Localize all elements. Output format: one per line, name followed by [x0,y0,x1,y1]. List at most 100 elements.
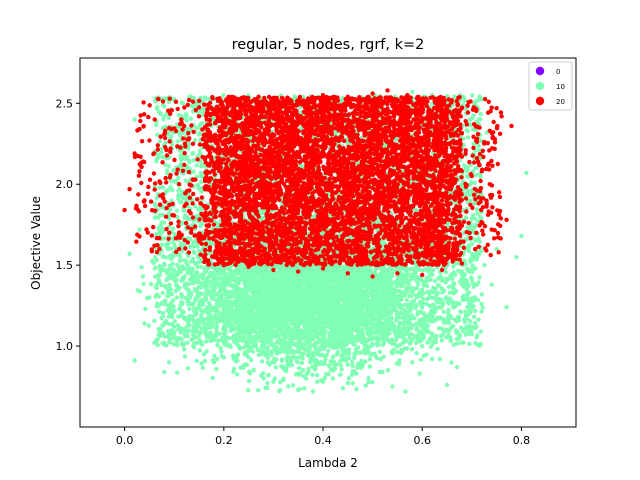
scatter-point [156,332,161,337]
scatter-point [472,180,477,186]
scatter-point [478,97,484,102]
scatter-point [479,309,484,314]
scatter-point [421,291,426,296]
scatter-point [467,341,472,347]
scatter-point [179,309,185,315]
scatter-point [464,128,469,133]
scatter-point [143,306,148,312]
scatter-point [273,365,278,370]
scatter-point [299,360,305,366]
scatter-point [465,188,471,194]
scatter-point [265,380,270,386]
scatter-point [473,238,478,243]
scatter-point [215,331,220,337]
scatter-point [473,308,478,314]
scatter-point [297,365,302,371]
scatter-point [157,185,162,190]
scatter-point [478,329,483,334]
chart-title: regular, 5 nodes, rgrf, k=2 [232,37,425,53]
scatter-point [339,367,344,372]
scatter-point [157,279,162,285]
scatter-point [354,387,359,392]
scatter-point [190,281,196,286]
scatter-point [421,311,426,316]
scatter-point [215,342,220,348]
scatter-point [148,282,154,287]
scatter-point [419,305,425,310]
scatter-point [163,140,168,145]
scatter-point [300,356,305,361]
scatter-point [475,297,480,303]
scatter-point [418,357,424,362]
scatter-point [231,366,237,371]
scatter-point [141,281,146,287]
scatter-point [367,357,373,362]
scatter-point [478,111,483,117]
scatter-point [354,371,359,376]
scatter-point [154,196,159,201]
scatter-point [260,371,266,376]
scatter-point [441,309,446,314]
scatter-point [194,358,199,364]
scatter-point [277,389,282,394]
scatter-point [188,116,193,121]
scatter-point [350,359,355,365]
scatter-point [314,373,320,378]
scatter-point [404,297,410,303]
scatter-point [435,346,440,352]
scatter-point [367,364,373,369]
scatter-point [324,352,329,358]
scatter-point [216,338,221,343]
scatter-point [460,328,465,334]
scatter-point [465,135,471,140]
scatter-point [346,376,352,381]
scatter-point [146,323,151,328]
scatter-point [473,172,479,178]
scatter-point [160,331,165,336]
scatter-point [315,379,320,385]
scatter-point [210,375,215,380]
scatter-point [152,318,157,323]
scatter-point [192,286,198,292]
scatter-point [256,388,261,393]
plot-area [122,88,529,394]
scatter-point [468,310,473,315]
scatter-point [159,316,164,321]
scatter-point [193,312,198,317]
scatter-point [168,340,173,345]
scatter-point [194,163,199,168]
scatter-point [381,354,386,359]
scatter-point [197,338,203,343]
scatter-point [156,309,162,314]
scatter-point [153,122,159,128]
scatter-point [409,293,414,299]
scatter-point [482,262,487,268]
scatter-point [451,264,456,269]
scatter-point [439,278,444,283]
scatter-point [281,376,286,381]
scatter-point [473,320,478,326]
scatter-point [169,187,174,192]
scatter-point [438,333,444,339]
scatter-point [139,265,144,270]
scatter-point [135,288,140,293]
scatter-point [214,366,219,372]
scatter-point [278,379,283,385]
scatter-point [246,388,251,393]
scatter-point [187,306,192,312]
scatter-point [345,362,350,367]
scatter-point [366,376,371,381]
scatter-point [164,168,170,173]
scatter-point [424,352,429,357]
scatter-point [166,360,172,365]
scatter-point [155,104,160,110]
scatter-point [474,207,480,212]
scatter-point [160,290,165,296]
scatter-point [451,342,456,347]
scatter-point [474,324,479,330]
scatter-point [479,301,484,307]
scatter-point [185,366,190,371]
scatter-point [463,313,469,318]
scatter-point [176,314,181,319]
